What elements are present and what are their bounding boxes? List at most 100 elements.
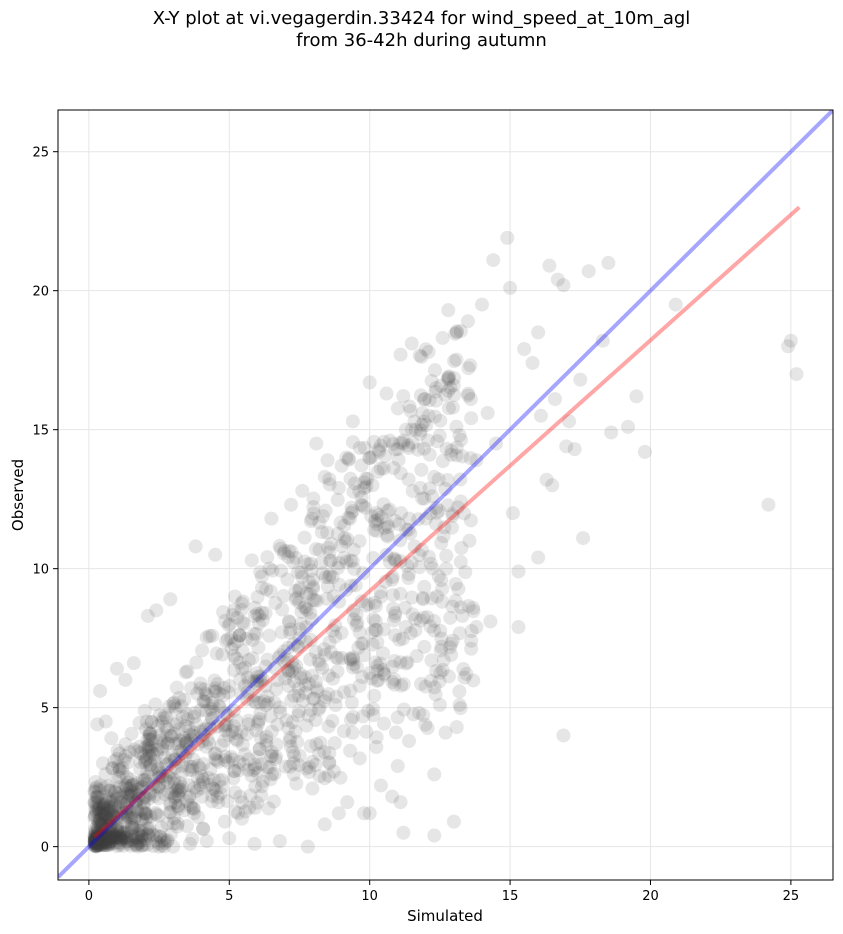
data-point (94, 837, 109, 852)
data-point (152, 839, 167, 854)
data-point (296, 693, 311, 708)
data-point (291, 708, 306, 723)
data-point (121, 775, 136, 790)
data-point (444, 647, 459, 662)
data-point (269, 682, 284, 697)
data-point (94, 829, 109, 844)
data-point (221, 728, 236, 743)
data-point (91, 832, 106, 847)
data-point (109, 791, 124, 806)
data-point (305, 579, 320, 594)
data-point (131, 788, 146, 803)
data-point (247, 674, 262, 689)
data-point (372, 444, 387, 459)
data-point (124, 811, 139, 826)
data-point (358, 500, 373, 515)
data-point (228, 804, 243, 819)
data-point (111, 835, 126, 850)
data-point (122, 745, 137, 760)
data-point (184, 800, 199, 815)
data-point (285, 715, 300, 730)
data-point (433, 643, 448, 658)
data-point (418, 679, 433, 694)
data-point (131, 792, 146, 807)
data-point (158, 835, 173, 850)
data-point (92, 826, 107, 841)
data-point (96, 807, 111, 822)
data-point (396, 436, 411, 451)
data-point (113, 828, 128, 843)
data-point (281, 550, 296, 565)
data-point (178, 719, 193, 734)
data-point (418, 511, 433, 526)
data-point (153, 765, 168, 780)
data-point (128, 830, 143, 845)
data-point (309, 681, 324, 696)
x-tick-label: 5 (225, 889, 233, 904)
data-point (174, 699, 189, 714)
data-point (356, 566, 371, 581)
data-point (149, 807, 164, 822)
data-point (164, 729, 179, 744)
data-point (357, 440, 372, 455)
data-point (292, 595, 307, 610)
data-point (124, 726, 139, 741)
data-point (116, 826, 131, 841)
data-point (500, 230, 515, 245)
data-point (229, 726, 244, 741)
data-point (453, 324, 468, 339)
data-point (106, 811, 121, 826)
data-point (218, 749, 233, 764)
data-point (152, 708, 167, 723)
data-point (417, 391, 432, 406)
data-point (259, 733, 274, 748)
data-point (386, 460, 401, 475)
data-point (97, 780, 112, 795)
data-point (322, 756, 337, 771)
data-point (104, 829, 119, 844)
data-point (237, 747, 252, 762)
data-point (156, 711, 171, 726)
data-point (96, 826, 111, 841)
data-point (260, 689, 275, 704)
data-point (240, 692, 255, 707)
data-point (419, 418, 434, 433)
data-point (180, 794, 195, 809)
data-point (135, 828, 150, 843)
data-point (99, 827, 114, 842)
data-point (233, 672, 248, 687)
data-point (138, 772, 153, 787)
data-point (247, 627, 262, 642)
data-point (218, 719, 233, 734)
data-point (303, 586, 318, 601)
data-point (443, 610, 458, 625)
data-point (239, 631, 254, 646)
data-point (119, 834, 134, 849)
data-point (393, 435, 408, 450)
data-point (393, 795, 408, 810)
grid (58, 110, 833, 880)
data-point (142, 725, 157, 740)
data-point (248, 800, 263, 815)
data-point (146, 827, 161, 842)
data-point (188, 539, 203, 554)
data-point (396, 389, 411, 404)
data-point (321, 540, 336, 555)
data-point (576, 531, 591, 546)
data-point (104, 818, 119, 833)
data-point (202, 736, 217, 751)
data-point (93, 805, 108, 820)
data-point (104, 797, 119, 812)
data-point (252, 608, 267, 623)
data-point (486, 253, 501, 268)
data-point (469, 620, 484, 635)
data-point (161, 784, 176, 799)
data-point (367, 688, 382, 703)
data-point (278, 671, 293, 686)
data-point (259, 582, 274, 597)
data-point (285, 655, 300, 670)
data-point (438, 387, 453, 402)
data-point (99, 832, 114, 847)
data-point (91, 790, 106, 805)
data-point (101, 783, 116, 798)
